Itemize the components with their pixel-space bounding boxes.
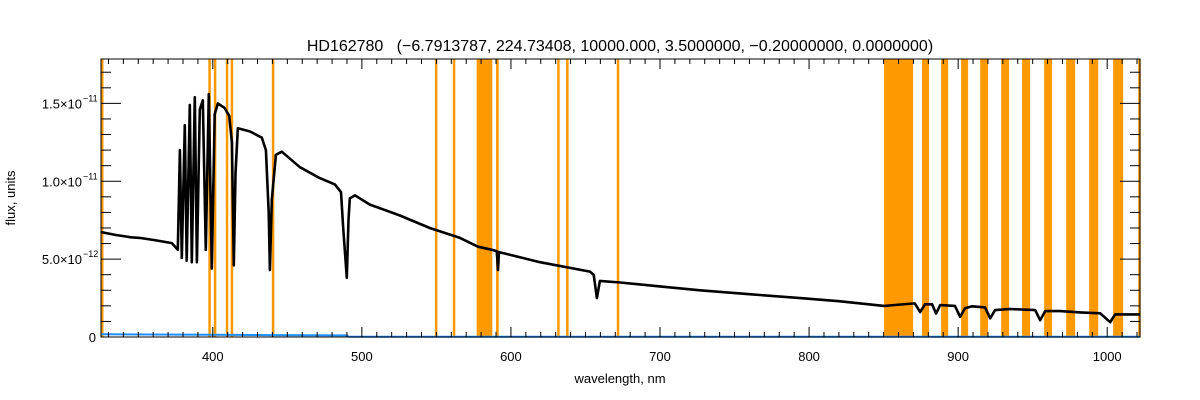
masked-region: [1138, 59, 1141, 337]
masked-region: [496, 59, 499, 337]
masked-region: [1022, 59, 1031, 337]
y-tick-label: 1.5×10: [42, 96, 82, 111]
masked-region: [616, 59, 620, 337]
masked-region: [1113, 59, 1124, 337]
y-axis-label: flux, units: [3, 170, 18, 225]
x-tick-label: 500: [351, 349, 373, 364]
masked-region: [1044, 59, 1053, 337]
plot-frame: [100, 58, 1141, 338]
y-tick-exponent: −12: [83, 249, 98, 259]
masked-region: [922, 59, 930, 337]
y-tick-label: 0: [89, 330, 96, 345]
masked-region: [566, 59, 569, 337]
x-tick-label: 900: [947, 349, 969, 364]
masked-region: [476, 59, 493, 337]
y-tick-exponent: −11: [83, 171, 98, 181]
y-tick-label: 1.0×10: [42, 174, 82, 189]
masked-region: [1001, 59, 1010, 337]
masked-region: [1089, 59, 1099, 337]
masked-region: [884, 59, 914, 337]
masked-region: [961, 59, 969, 337]
masked-region: [434, 59, 438, 337]
x-tick-label: 700: [649, 349, 671, 364]
masked-region: [557, 59, 560, 337]
x-tick-label: 400: [202, 349, 224, 364]
masked-regions: [101, 59, 1141, 337]
masked-region: [452, 59, 456, 337]
chart-title: HD162780 (−6.7913787, 224.73408, 10000.0…: [307, 38, 933, 55]
y-tick-exponent: −11: [83, 93, 98, 103]
x-tick-label: 1000: [1093, 349, 1122, 364]
masked-region: [980, 59, 989, 337]
x-axis-label: wavelength, nm: [573, 371, 665, 386]
masked-region: [213, 59, 217, 337]
masked-region: [941, 59, 949, 337]
x-tick-label: 800: [798, 349, 820, 364]
y-tick-label: 5.0×10: [42, 252, 82, 267]
masked-region: [1066, 59, 1076, 337]
x-tick-label: 600: [500, 349, 522, 364]
series-line-flux: [100, 92, 1140, 324]
masked-region: [101, 59, 104, 337]
masked-region: [225, 59, 229, 337]
